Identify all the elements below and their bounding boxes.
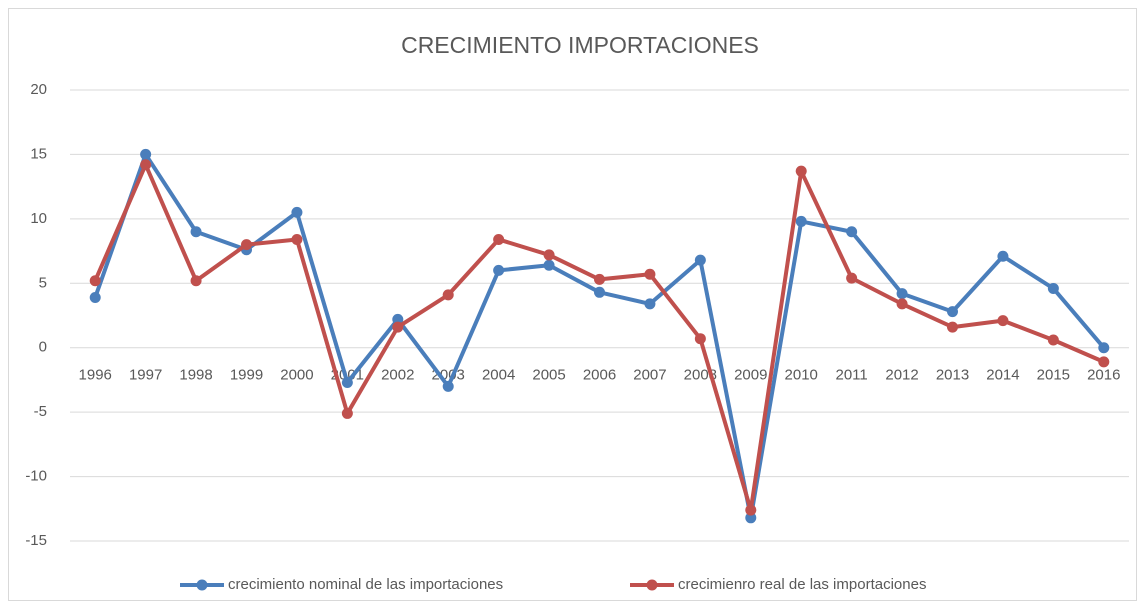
data-point (594, 286, 605, 298)
data-point (846, 226, 858, 238)
data-point (694, 333, 706, 345)
data-point (442, 289, 454, 301)
y-tick-label: 20 (30, 81, 47, 98)
data-point (493, 264, 505, 276)
legend-marker (646, 579, 658, 591)
data-point (89, 275, 101, 287)
chart-title: CRECIMIENTO IMPORTACIONES (401, 32, 759, 58)
x-tick-label: 2004 (482, 367, 515, 384)
y-tick-label: 15 (30, 145, 47, 162)
data-point (140, 148, 152, 160)
y-tick-label: -5 (34, 403, 47, 420)
x-tick-label: 1996 (79, 367, 112, 384)
data-point (947, 306, 958, 318)
x-tick-label: 2000 (280, 367, 313, 384)
y-tick-label: -10 (25, 468, 47, 485)
data-point (392, 313, 404, 325)
x-tick-label: 2016 (1087, 367, 1120, 384)
data-point (896, 288, 908, 300)
data-point (291, 206, 303, 218)
data-point (1098, 342, 1110, 354)
data-point (89, 291, 101, 303)
y-tick-label: -15 (25, 532, 47, 549)
x-tick-label: 2015 (1037, 367, 1070, 384)
data-point (644, 298, 656, 310)
data-point (594, 273, 605, 285)
y-tick-label: 5 (39, 274, 47, 291)
data-point (745, 504, 757, 516)
data-point (190, 275, 202, 287)
x-tick-label: 2007 (633, 367, 666, 384)
data-point (896, 298, 908, 310)
data-point (442, 380, 454, 392)
data-point (997, 315, 1009, 327)
data-point (795, 215, 807, 227)
data-point (997, 250, 1009, 262)
legend-label: crecimiento nominal de las importaciones (228, 576, 503, 593)
x-tick-label: 2006 (583, 367, 616, 384)
x-tick-label: 2005 (532, 367, 565, 384)
data-point (846, 272, 858, 284)
data-point (291, 233, 303, 245)
y-tick-label: 0 (39, 339, 47, 356)
x-tick-label: 2013 (936, 367, 969, 384)
x-tick-label: 2014 (986, 367, 1019, 384)
data-point (1047, 334, 1059, 346)
x-tick-label: 1999 (230, 367, 263, 384)
data-point (493, 233, 505, 245)
x-tick-label: 2009 (734, 367, 767, 384)
data-point (241, 239, 252, 251)
data-point (694, 254, 706, 266)
data-point (140, 159, 152, 171)
x-tick-label: 1997 (129, 367, 162, 384)
data-point (644, 268, 656, 280)
legend-marker (196, 579, 208, 591)
data-point (1047, 282, 1059, 294)
x-tick-label: 2012 (885, 367, 918, 384)
data-point (190, 226, 202, 238)
data-point (1098, 356, 1110, 368)
y-tick-label: 10 (30, 210, 47, 227)
data-point (795, 165, 807, 177)
data-point (543, 249, 555, 261)
data-point (341, 407, 353, 419)
x-tick-label: 2010 (785, 367, 818, 384)
data-point (745, 512, 757, 524)
x-tick-label: 2002 (381, 367, 414, 384)
x-tick-label: 2011 (836, 367, 868, 384)
data-point (543, 259, 555, 271)
legend-label: crecimienro real de las importaciones (678, 576, 926, 593)
data-point (392, 321, 404, 333)
data-point (341, 377, 353, 389)
chart-border (8, 8, 1137, 601)
data-point (947, 321, 958, 333)
x-tick-label: 1998 (179, 367, 212, 384)
